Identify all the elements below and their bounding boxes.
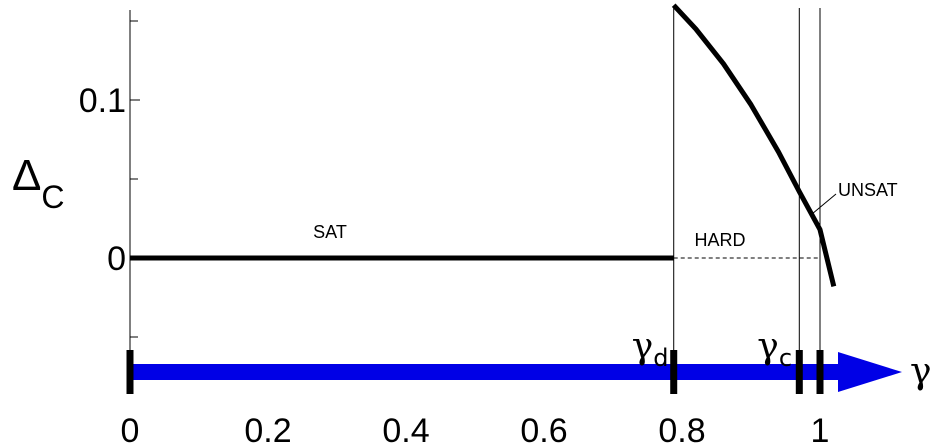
axis-mark-label: γd <box>632 326 669 372</box>
y-axis-title: ΔC <box>12 151 65 215</box>
region-label: HARD <box>694 230 745 250</box>
x-tick-label: 0.6 <box>520 412 567 448</box>
axis-mark <box>126 350 134 394</box>
x-tick-label: 0.4 <box>382 412 429 448</box>
x-tick-labels: 0 0.2 0.4 0.6 0.8 1 <box>121 412 830 448</box>
x-tick-label: 0 <box>121 412 140 448</box>
gamma-axis-arrow <box>130 352 902 392</box>
axis-mark-sub: d <box>653 344 668 372</box>
series-line <box>671 3 837 287</box>
region-labels: SAT HARD UNSAT <box>313 180 898 250</box>
y-tick-label: 0.1 <box>79 82 126 120</box>
axis-mark <box>670 350 678 394</box>
series-curves <box>130 3 837 287</box>
y-tick-labels: 00.1 <box>79 82 126 278</box>
x-axis-title: γ <box>910 351 932 392</box>
phase-boundary-lines <box>673 8 821 356</box>
axis-mark <box>816 350 824 394</box>
y-title-sub: C <box>41 179 64 215</box>
unsat-pointer-line <box>811 193 837 215</box>
y-ticks <box>130 20 140 338</box>
axis-marks: γd γc <box>126 326 824 394</box>
axis-mark-sub: c <box>779 344 792 372</box>
y-tick-label: 0 <box>107 240 126 278</box>
axis-mark-label: γc <box>757 326 792 372</box>
x-tick-label: 0.2 <box>244 412 291 448</box>
axis-mark <box>795 350 803 394</box>
region-label: SAT <box>313 222 347 242</box>
y-title-main: Δ <box>12 151 41 200</box>
arrow-head <box>838 352 902 392</box>
x-tick-label: 0.8 <box>658 412 705 448</box>
x-tick-label: 1 <box>811 412 830 448</box>
region-label: UNSAT <box>838 180 898 200</box>
